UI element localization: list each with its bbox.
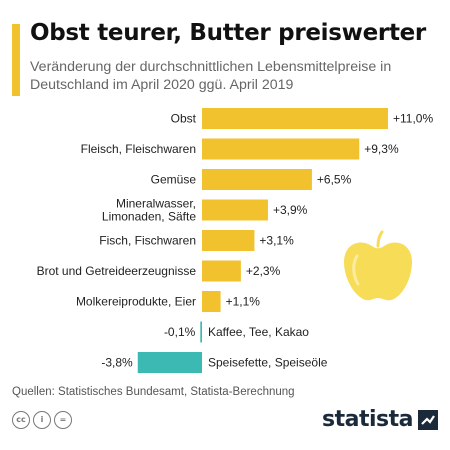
- source-note: Quellen: Statistisches Bundesamt, Statis…: [12, 386, 295, 398]
- category-label: Mineralwasser,: [116, 197, 196, 211]
- value-label: +1,1%: [226, 295, 261, 309]
- category-label: Gemüse: [151, 173, 197, 187]
- category-label: Brot und Getreideerzeugnisse: [37, 264, 197, 278]
- bar: [202, 169, 312, 190]
- by-icon[interactable]: i: [33, 411, 51, 429]
- bar: [202, 230, 255, 251]
- category-label: Molkereiprodukte, Eier: [76, 295, 196, 309]
- nd-icon[interactable]: =: [54, 411, 72, 429]
- category-label: Fleisch, Fleischwaren: [81, 142, 196, 156]
- value-label: +3,1%: [259, 234, 294, 248]
- category-label: Fisch, Fischwaren: [99, 234, 196, 248]
- bar: [202, 138, 360, 160]
- bar: [137, 352, 202, 373]
- value-label: +9,3%: [364, 142, 399, 156]
- cc-icon[interactable]: cc: [12, 411, 30, 429]
- statista-logo[interactable]: statista: [322, 407, 413, 432]
- value-label: +3,9%: [273, 203, 308, 217]
- category-label: Limonaden, Säfte: [102, 210, 196, 224]
- category-label: Speisefette, Speiseöle: [208, 356, 328, 370]
- page-subtitle: Veränderung der durchschnittlichen Leben…: [30, 59, 392, 93]
- category-label: Kaffee, Tee, Kakao: [208, 325, 309, 339]
- value-label: +2,3%: [246, 264, 281, 278]
- page-title: Obst teurer, Butter preiswerter: [30, 20, 426, 46]
- bar: [200, 321, 202, 343]
- value-label: -0,1%: [164, 325, 196, 339]
- bar: [202, 199, 268, 221]
- statista-logo-mark-icon: [418, 410, 438, 430]
- bar: [202, 108, 388, 129]
- bar: [202, 260, 241, 282]
- title-accent-bar: [12, 24, 20, 96]
- value-label: +11,0%: [393, 112, 433, 126]
- apple-icon: [344, 230, 412, 301]
- value-label: +6,5%: [317, 173, 352, 187]
- value-label: -3,8%: [101, 356, 133, 370]
- category-label: Obst: [171, 112, 197, 126]
- bar: [202, 291, 221, 312]
